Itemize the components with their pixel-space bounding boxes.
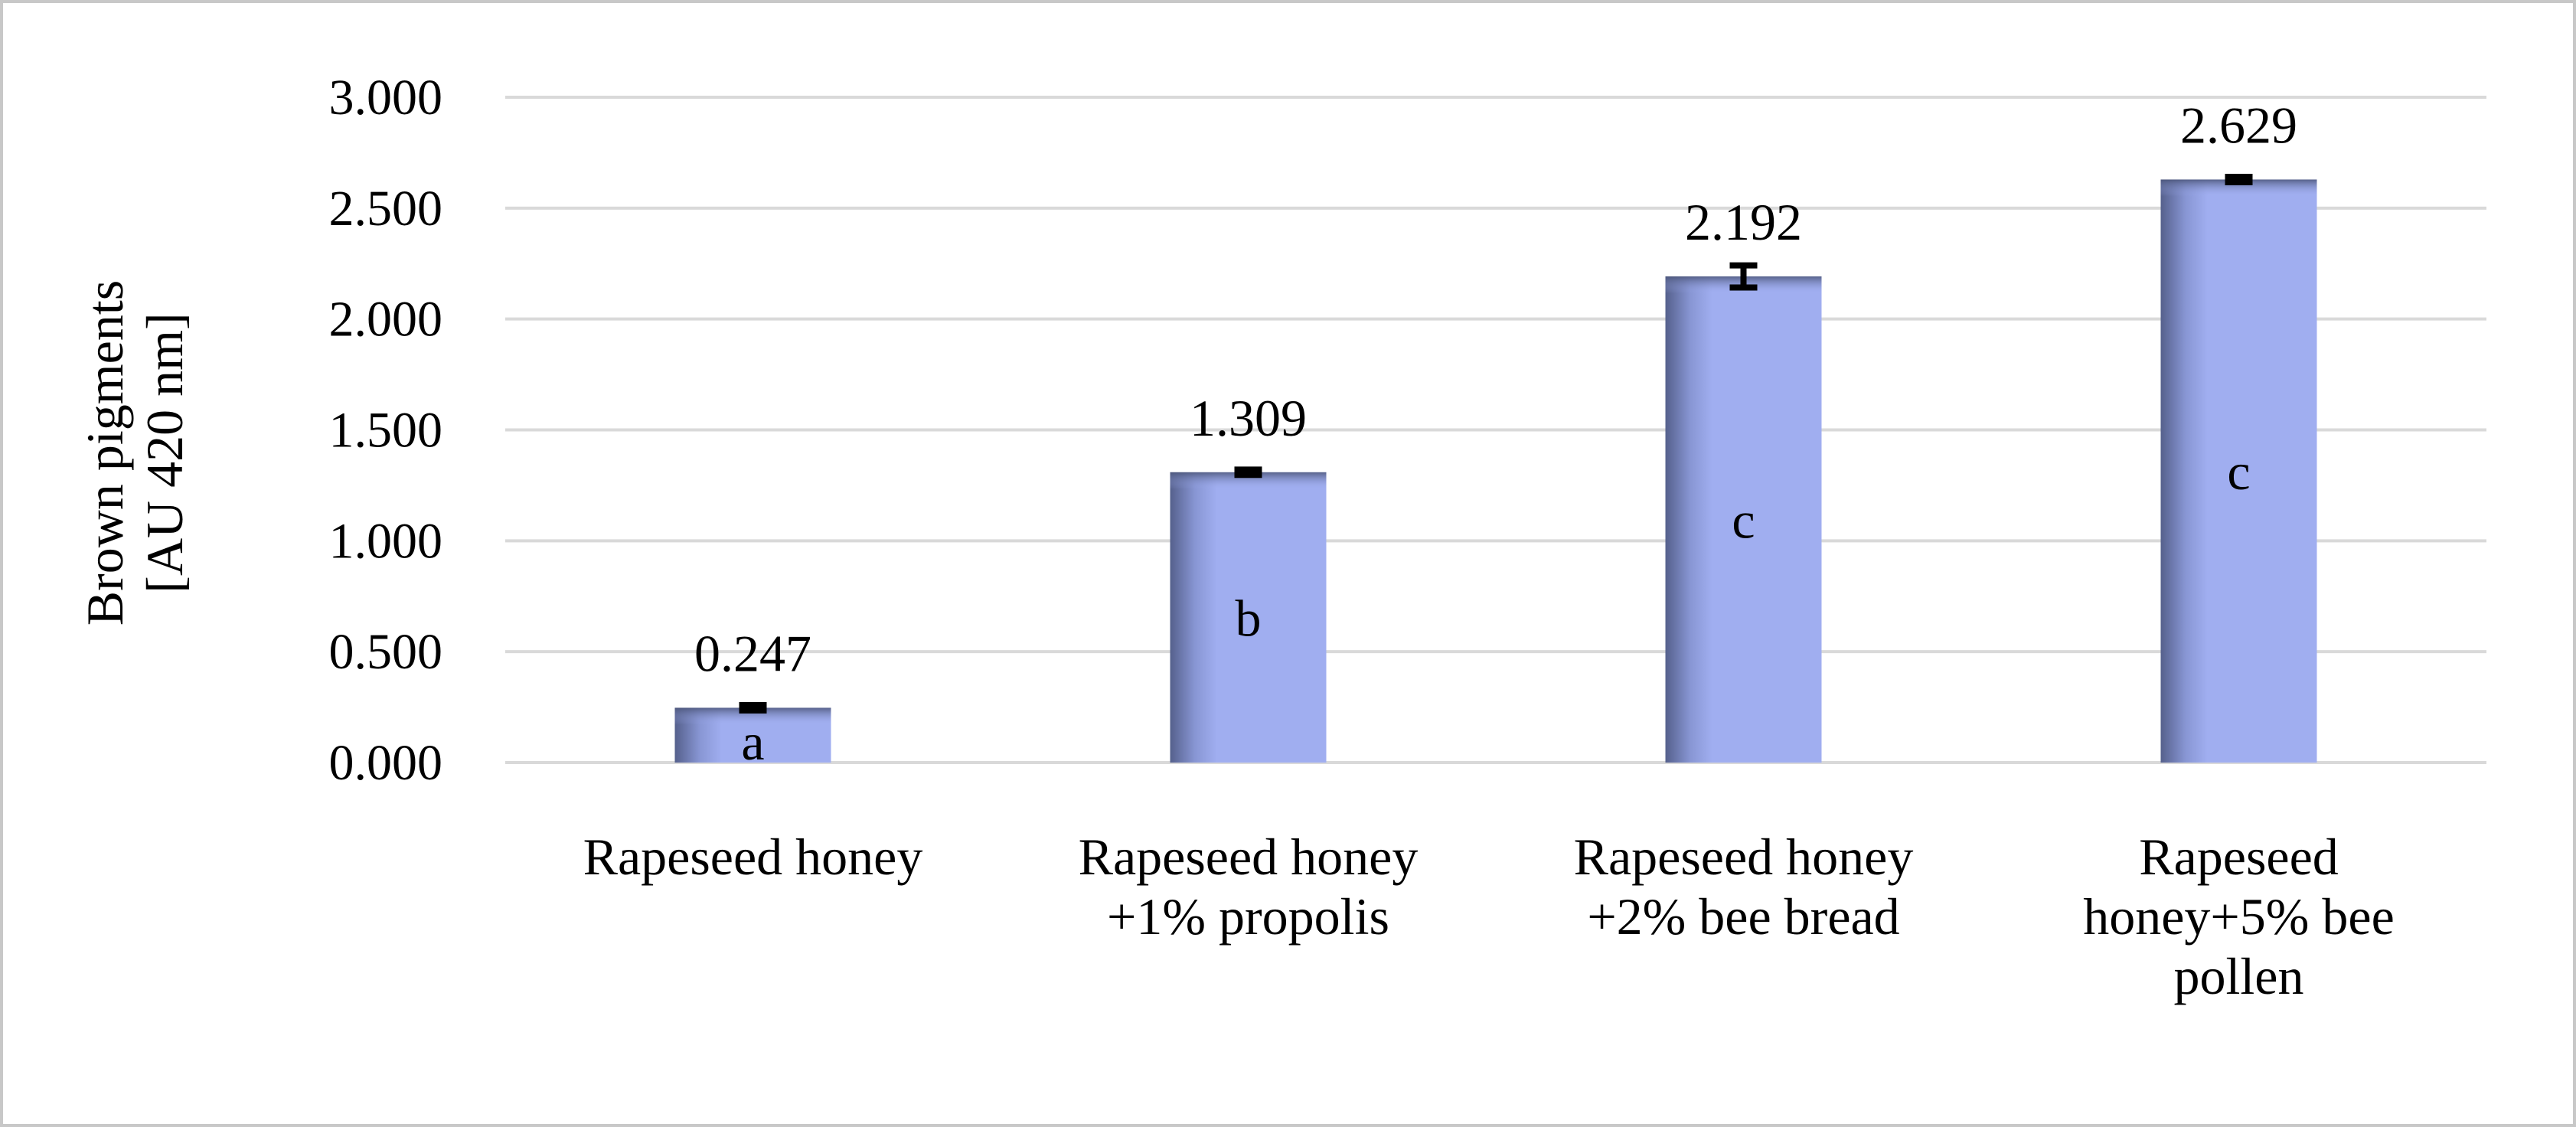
x-category-label: Rapeseed honey +2% bee bread — [1574, 828, 1914, 946]
bar — [2160, 179, 2317, 763]
gridlines — [505, 96, 2486, 764]
x-category-label: Rapeseed honey — [583, 828, 923, 886]
y-tick-label: 2.500 — [329, 181, 443, 237]
data-label: 0.247 — [694, 624, 811, 682]
y-tick-label: 0.500 — [329, 624, 443, 680]
x-axis-categories: Rapeseed honey Rapeseed honey +1% propolis… — [583, 828, 2395, 1005]
x-category-label: Rapeseed honey+5% bee pollen — [2083, 828, 2395, 1005]
significance-letter: c — [1732, 492, 1755, 550]
y-tick-label: 3.000 — [329, 70, 443, 126]
significance-letter: c — [2227, 443, 2250, 501]
bars — [674, 173, 2317, 763]
bar-top-shade — [674, 707, 831, 725]
y-tick-label: 1.000 — [329, 513, 443, 569]
y-tick-label: 1.500 — [329, 403, 443, 459]
labels: 0.247 a 1.309 b 2.192 c 2.629 c — [694, 96, 2297, 771]
bar-top-shade — [2160, 179, 2317, 197]
significance-letter: a — [741, 713, 764, 771]
data-label: 1.309 — [1190, 389, 1307, 447]
x-category-label: Rapeseed honey +1% propolis — [1079, 828, 1419, 946]
bar — [1665, 276, 1822, 763]
y-axis-ticks: 0.000 0.500 1.000 1.500 2.000 2.500 3.000 — [329, 70, 443, 791]
bar-top-shade — [1170, 472, 1327, 489]
y-axis-title: Brown pigments[AU 420 nm] — [76, 280, 194, 626]
bar — [1170, 472, 1327, 763]
y-tick-label: 2.000 — [329, 292, 443, 348]
data-label: 2.629 — [2180, 96, 2297, 154]
y-tick-label: 0.000 — [329, 735, 443, 791]
significance-letter: b — [1236, 589, 1262, 647]
data-label: 2.192 — [1685, 193, 1802, 251]
